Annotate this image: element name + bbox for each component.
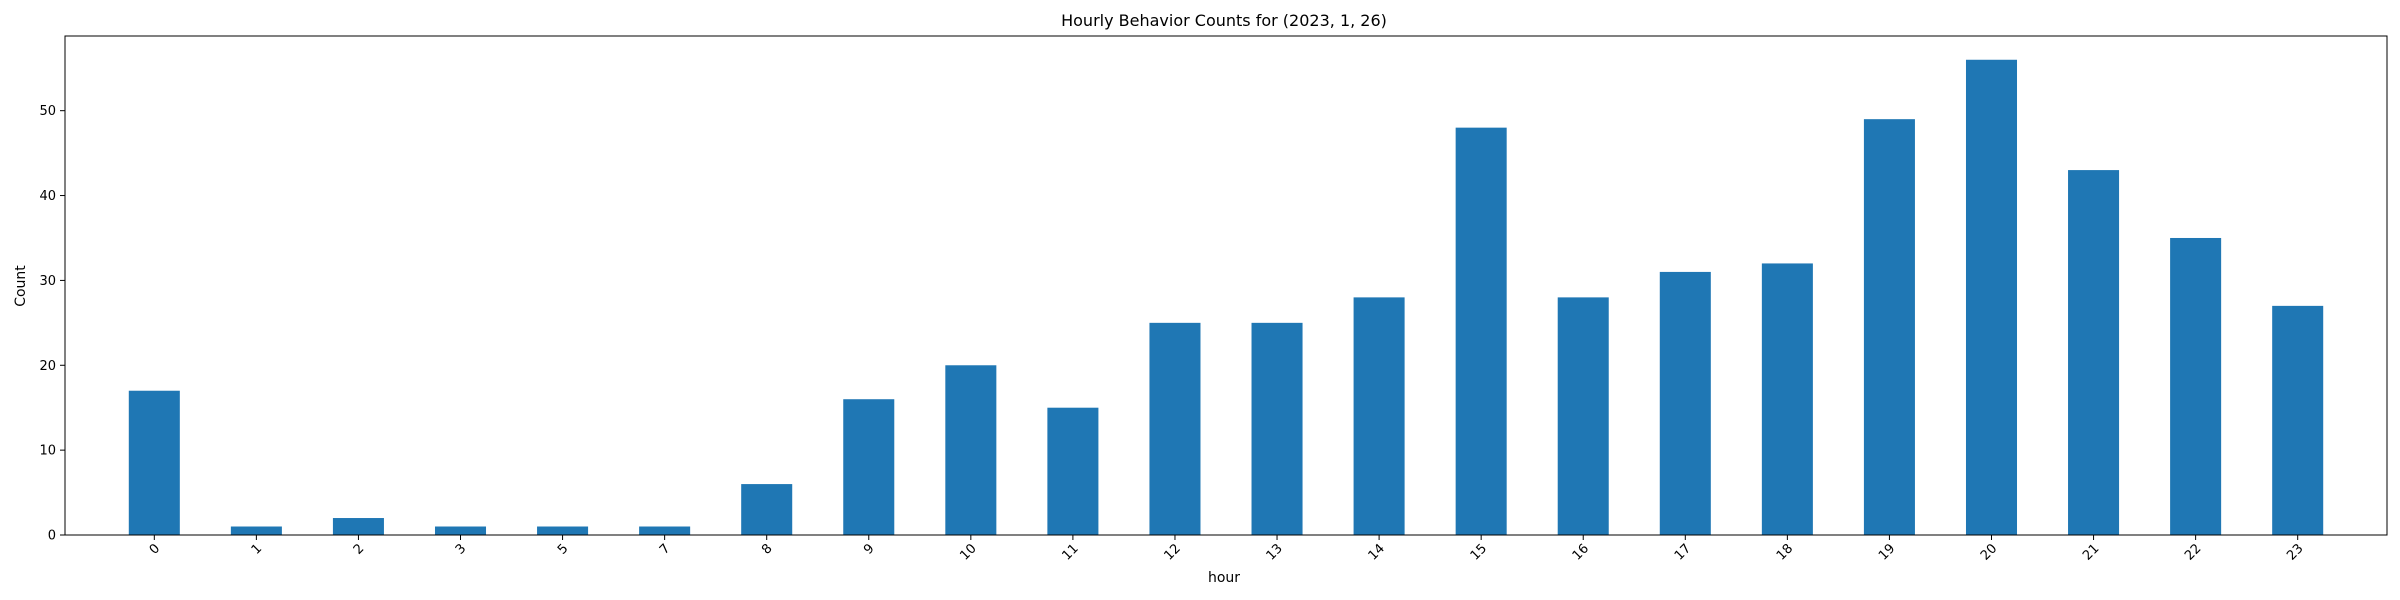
x-tick-label: 13: [1264, 541, 1286, 563]
y-tick-label: 50: [39, 104, 56, 119]
bar-hour-15: [1455, 127, 1507, 536]
bar-hour-9: [843, 399, 895, 535]
x-tick-label: 9: [861, 541, 877, 557]
bars-group: [128, 59, 2324, 536]
y-axis-ticks: 0 10 20 30 40 50: [39, 104, 65, 544]
x-tick-label: 10: [957, 541, 979, 563]
x-tick-label: 11: [1059, 541, 1081, 563]
bar-hour-19: [1863, 119, 1915, 536]
x-tick-label: 21: [2080, 541, 2102, 563]
bar-hour-22: [2170, 237, 2222, 536]
x-tick-label: 5: [555, 541, 571, 557]
y-tick-label: 10: [39, 444, 56, 459]
y-tick-label: 20: [39, 359, 56, 374]
x-axis-label: hour: [1208, 570, 1240, 586]
bar-hour-3: [434, 526, 487, 535]
x-axis-ticks: 0 1 2 3 5 7 8 9 10 11 12 13 14 15 16 17 18 19 20 21 22 23: [147, 535, 2307, 564]
bar-hour-16: [1557, 297, 1609, 535]
bar-hour-5: [537, 526, 589, 535]
x-tick-label: 2: [351, 541, 367, 557]
y-axis-label: Count: [13, 265, 29, 307]
bar-hour-12: [1149, 322, 1201, 535]
x-tick-label: 18: [1774, 541, 1796, 563]
x-tick-label: 17: [1672, 541, 1694, 563]
bar-hour-0: [128, 390, 180, 535]
bar-hour-7: [639, 526, 691, 535]
bar-hour-23: [2272, 305, 2324, 535]
chart-title: Hourly Behavior Counts for (2023, 1, 26): [1061, 11, 1387, 30]
bar-hour-10: [945, 365, 997, 535]
y-tick-label: 30: [39, 274, 56, 289]
bar-hour-21: [2068, 170, 2120, 535]
x-tick-label: 1: [249, 541, 265, 557]
x-tick-label: 20: [1978, 541, 2000, 563]
bar-hour-2: [332, 518, 384, 535]
x-tick-label: 0: [147, 541, 163, 557]
y-tick-label: 0: [48, 529, 56, 544]
x-tick-label: 8: [759, 541, 775, 557]
x-tick-label: 12: [1161, 541, 1183, 563]
x-tick-label: 7: [657, 541, 673, 557]
plot-frame: [64, 35, 2388, 536]
x-tick-label: 14: [1366, 541, 1388, 563]
bar-hour-13: [1251, 322, 1303, 535]
bar-hour-8: [741, 484, 793, 535]
x-tick-label: 22: [2182, 541, 2204, 563]
bar-hour-17: [1659, 271, 1711, 535]
bar-hour-11: [1047, 407, 1099, 535]
x-tick-label: 16: [1570, 541, 1592, 563]
bar-hour-14: [1353, 297, 1405, 535]
bar-hour-20: [1965, 59, 2018, 535]
x-tick-label: 19: [1876, 541, 1898, 563]
x-tick-label: 3: [453, 541, 469, 557]
x-tick-label: 23: [2284, 541, 2306, 563]
x-tick-label: 15: [1468, 541, 1490, 563]
bar-hour-1: [230, 526, 282, 535]
y-tick-label: 40: [39, 189, 56, 204]
bar-hour-18: [1761, 263, 1813, 535]
